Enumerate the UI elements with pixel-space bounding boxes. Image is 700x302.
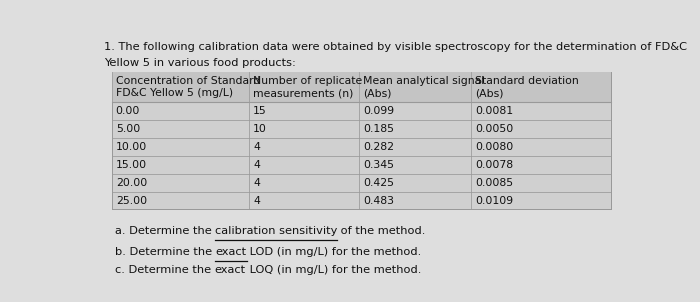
Text: b. Determine the: b. Determine the xyxy=(115,247,216,257)
Text: 0.0109: 0.0109 xyxy=(475,195,513,205)
Text: 4: 4 xyxy=(253,159,260,170)
Text: 0.099: 0.099 xyxy=(363,106,394,116)
Text: 0.0080: 0.0080 xyxy=(475,142,513,152)
Text: LOD (in mg/L) for the method.: LOD (in mg/L) for the method. xyxy=(246,247,421,257)
Text: Mean analytical signal
(Abs): Mean analytical signal (Abs) xyxy=(363,76,484,98)
Text: of the method.: of the method. xyxy=(337,226,426,236)
Text: LOQ (in mg/L) for the method.: LOQ (in mg/L) for the method. xyxy=(246,265,421,275)
Text: 0.0085: 0.0085 xyxy=(475,178,513,188)
Text: a. Determine the: a. Determine the xyxy=(115,226,215,236)
Text: Number of replicate
measurements (n): Number of replicate measurements (n) xyxy=(253,76,362,98)
Text: exact: exact xyxy=(216,247,246,257)
Text: 0.185: 0.185 xyxy=(363,124,394,134)
Text: 4: 4 xyxy=(253,142,260,152)
Text: 15.00: 15.00 xyxy=(116,159,147,170)
Text: 0.0078: 0.0078 xyxy=(475,159,513,170)
Text: 0.345: 0.345 xyxy=(363,159,394,170)
Text: 0.282: 0.282 xyxy=(363,142,394,152)
Text: 5.00: 5.00 xyxy=(116,124,140,134)
Text: 4: 4 xyxy=(253,195,260,205)
Text: 4: 4 xyxy=(253,178,260,188)
Text: 0.0081: 0.0081 xyxy=(475,106,513,116)
Text: calibration sensitivity: calibration sensitivity xyxy=(215,226,337,236)
Text: 25.00: 25.00 xyxy=(116,195,147,205)
Text: Yellow 5 in various food products:: Yellow 5 in various food products: xyxy=(104,58,295,68)
Text: 15: 15 xyxy=(253,106,267,116)
Text: Standard deviation
(Abs): Standard deviation (Abs) xyxy=(475,76,579,98)
Text: c. Determine the: c. Determine the xyxy=(115,265,214,275)
Text: 1. The following calibration data were obtained by visible spectroscopy for the : 1. The following calibration data were o… xyxy=(104,42,687,52)
Text: 10.00: 10.00 xyxy=(116,142,147,152)
Text: 10: 10 xyxy=(253,124,267,134)
Text: 0.0050: 0.0050 xyxy=(475,124,513,134)
Text: 0.425: 0.425 xyxy=(363,178,394,188)
Text: Concentration of Standard
FD&C Yellow 5 (mg/L): Concentration of Standard FD&C Yellow 5 … xyxy=(116,76,260,98)
Text: 20.00: 20.00 xyxy=(116,178,147,188)
Text: 0.483: 0.483 xyxy=(363,195,394,205)
Text: exact: exact xyxy=(214,265,246,275)
Text: 0.00: 0.00 xyxy=(116,106,140,116)
